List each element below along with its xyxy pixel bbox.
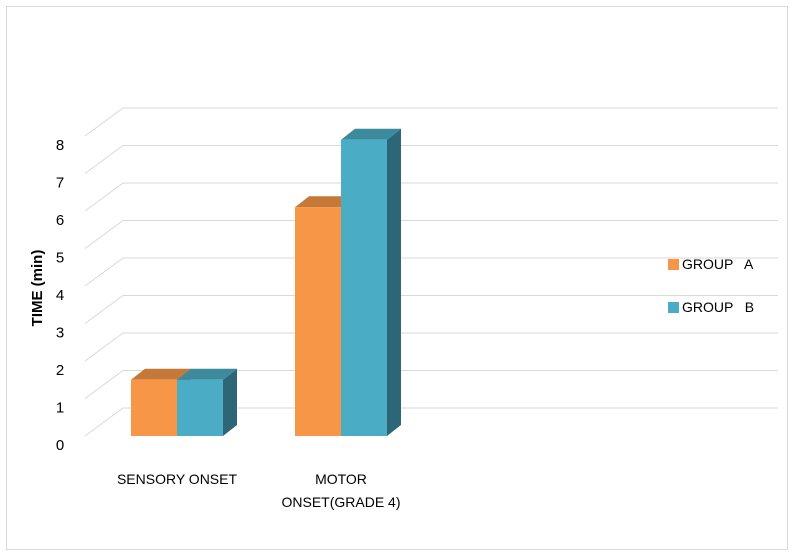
grid-line — [84, 407, 778, 437]
y-tick-label: 0 — [56, 437, 64, 454]
y-tick-label: 4 — [56, 287, 64, 304]
legend-label: GROUP A — [682, 256, 754, 272]
bar — [177, 379, 223, 436]
bar-side — [223, 368, 237, 436]
bar-top — [131, 368, 191, 380]
y-tick-label: 3 — [56, 324, 64, 341]
y-tick-label: 2 — [56, 362, 64, 379]
grid-line — [84, 145, 778, 174]
grid-line — [84, 370, 778, 399]
legend-label: GROUP B — [682, 299, 755, 315]
grid-line — [84, 332, 778, 362]
legend-item: GROUP A — [668, 256, 753, 272]
grid-line — [84, 182, 778, 212]
legend-swatch — [668, 301, 679, 313]
chart-border — [6, 6, 788, 550]
bar — [295, 207, 341, 436]
x-tick-label: MOTOR ONSET(GRADE 4) — [281, 471, 401, 510]
x-tick-label: SENSORY ONSET — [116, 471, 238, 487]
y-tick-label: 6 — [56, 212, 64, 229]
bar-top — [295, 196, 355, 208]
grid-line — [84, 107, 778, 137]
y-axis-title: TIME (min) — [29, 250, 46, 327]
bar — [341, 139, 387, 436]
legend-swatch — [668, 258, 679, 270]
grid-line — [84, 257, 778, 287]
bar-top — [341, 128, 401, 140]
y-tick-label: 7 — [56, 174, 64, 191]
bar-top — [177, 368, 237, 380]
grid-line — [84, 220, 778, 249]
y-tick-label: 1 — [56, 399, 64, 416]
bar — [131, 379, 177, 436]
grid-line — [84, 295, 778, 324]
bar-side — [387, 128, 401, 436]
y-tick-label: 8 — [56, 137, 64, 154]
y-tick-label: 5 — [56, 249, 64, 266]
legend-item: GROUP B — [668, 299, 754, 315]
